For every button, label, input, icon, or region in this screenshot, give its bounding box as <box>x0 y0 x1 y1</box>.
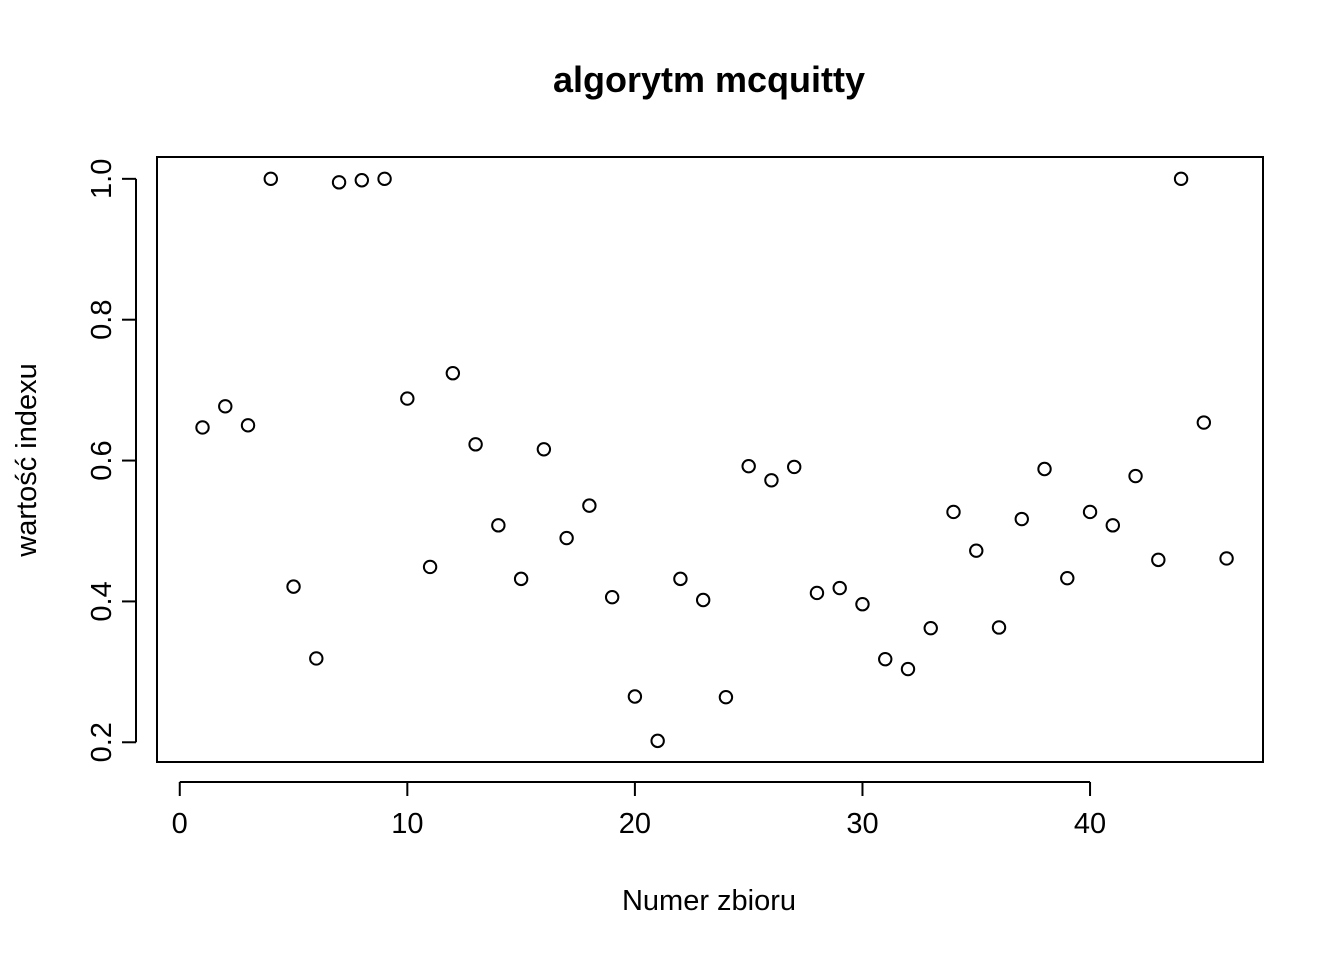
data-point <box>263 171 278 187</box>
data-point <box>1219 551 1234 566</box>
data-point <box>809 585 825 601</box>
y-axis: 0.2 0.4 0.6 0.8 1.0 <box>86 159 137 762</box>
x-tick-label: 20 <box>619 808 651 840</box>
data-point <box>218 399 233 414</box>
data-point <box>1082 504 1098 520</box>
data-point <box>1151 552 1166 568</box>
data-point <box>695 592 711 608</box>
data-point <box>513 571 529 587</box>
data-point <box>559 530 574 546</box>
data-point <box>377 171 392 187</box>
data-point <box>1014 511 1029 527</box>
x-axis-label: Numer zbioru <box>622 885 796 917</box>
data-point <box>422 559 438 575</box>
y-tick-label: 0.8 <box>86 300 118 340</box>
data-point <box>354 173 370 188</box>
data-point <box>673 571 688 587</box>
data-point <box>718 690 734 705</box>
y-tick-label: 0.2 <box>86 722 118 762</box>
x-tick-label: 10 <box>391 808 423 840</box>
data-point <box>741 458 756 474</box>
data-point <box>1105 518 1121 533</box>
data-point <box>1037 461 1052 477</box>
data-point <box>764 473 779 488</box>
data-point <box>991 620 1007 635</box>
x-tick-label: 40 <box>1074 808 1106 840</box>
x-tick-label: 0 <box>172 808 188 840</box>
data-point <box>923 620 938 636</box>
data-point <box>604 589 620 605</box>
y-tick-label: 0.6 <box>86 440 118 480</box>
y-axis-label: wartość indexu <box>11 363 43 557</box>
data-point <box>627 689 643 704</box>
plot-frame <box>156 156 1264 763</box>
data-point <box>878 651 893 667</box>
data-point <box>536 442 552 457</box>
chart-title: algorytm mcquitty <box>553 59 865 100</box>
data-point <box>946 504 961 520</box>
x-axis: 0 10 20 30 40 <box>172 781 1106 840</box>
data-point <box>582 498 597 513</box>
data-point <box>286 579 301 594</box>
y-tick-label: 0.4 <box>86 581 118 621</box>
x-tick-label: 30 <box>846 808 878 840</box>
data-point <box>240 418 256 433</box>
data-point <box>468 437 483 452</box>
data-points <box>195 171 1234 749</box>
data-point <box>1128 468 1143 484</box>
data-point <box>855 597 870 612</box>
data-point <box>309 651 324 666</box>
data-point <box>195 420 210 435</box>
data-point <box>1173 171 1189 187</box>
data-point <box>491 518 506 533</box>
data-point <box>400 391 415 406</box>
data-point <box>832 580 847 596</box>
data-point <box>331 175 347 190</box>
data-point <box>1196 415 1212 430</box>
data-point <box>787 459 802 475</box>
data-point <box>1060 570 1075 586</box>
data-point <box>445 366 461 381</box>
y-tick-label: 1.0 <box>86 159 118 199</box>
data-point <box>900 661 916 677</box>
data-point <box>969 543 984 558</box>
data-point <box>650 733 665 749</box>
